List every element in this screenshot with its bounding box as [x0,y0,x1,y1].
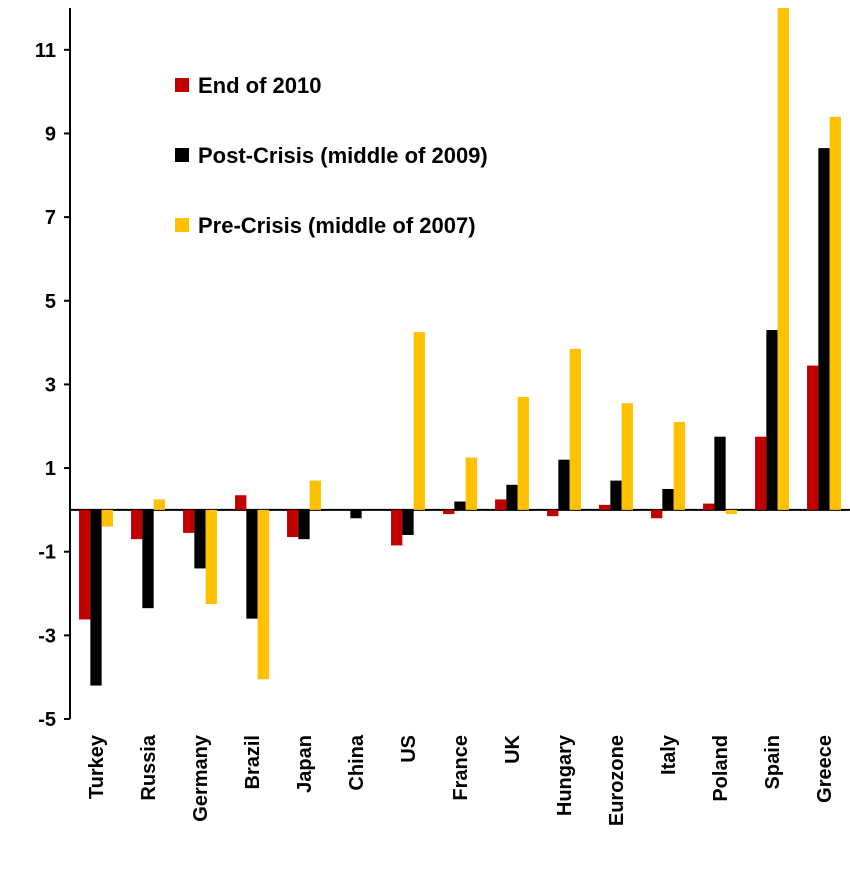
x-tick-label: UK [502,734,524,763]
bar [153,499,165,510]
y-tick-label: 5 [45,291,56,313]
y-tick-label: 9 [45,123,56,145]
x-tick-label: Russia [138,734,160,800]
legend-label: Pre-Crisis (middle of 2007) [198,213,476,238]
bar [610,480,622,510]
bar [235,495,247,510]
x-tick-label: Spain [762,735,784,789]
bar [662,488,674,510]
legend-swatch [175,148,189,162]
y-tick-label: 11 [35,40,56,62]
bar [651,509,663,519]
bar [246,509,258,619]
bar [205,509,217,604]
y-tick-label: -3 [38,625,56,647]
y-tick-label: 1 [45,458,56,480]
bar [818,148,830,510]
bar [454,501,466,510]
y-tick-label: 7 [45,207,56,229]
legend-label: End of 2010 [198,73,321,98]
bar [569,348,581,510]
bar [829,116,841,510]
bar [101,509,113,527]
x-tick-label: Poland [710,735,732,802]
bar [807,365,819,510]
bar [558,459,570,510]
x-tick-label: Japan [294,735,316,793]
x-tick-label: Eurozone [606,735,628,826]
legend-swatch [175,218,189,232]
bar [599,504,611,510]
bar [287,509,299,538]
bar [257,509,269,680]
x-tick-label: China [346,734,368,790]
bar [90,509,102,686]
x-tick-label: Turkey [86,734,108,799]
bar [465,457,477,510]
bar [547,509,559,517]
x-tick-label: Greece [814,735,836,803]
bar [309,480,321,510]
bar [703,503,715,510]
bar [142,509,154,609]
bar [755,436,767,510]
bar [714,436,726,510]
bar [517,396,529,510]
y-tick-label: 3 [45,374,56,396]
bar [725,509,737,515]
bar [194,509,206,569]
x-tick-label: US [398,735,420,763]
bar [777,8,789,510]
bar [79,509,91,620]
bar [402,509,414,535]
bar [298,509,310,540]
x-tick-label: France [450,735,472,801]
bar [183,509,195,533]
bar [673,422,685,510]
y-tick-label: -5 [38,709,56,731]
bar [443,509,455,515]
bar [391,509,403,546]
legend-label: Post-Crisis (middle of 2009) [198,143,488,168]
bar [350,509,362,519]
bar [766,330,778,510]
legend-swatch [175,78,189,92]
x-tick-label: Germany [190,734,212,822]
bar [506,484,518,510]
bar [621,403,633,510]
x-tick-label: Italy [658,734,680,775]
x-tick-label: Hungary [554,734,576,816]
bar [495,499,507,510]
y-tick-label: -1 [38,542,56,564]
bar [131,509,143,540]
x-tick-label: Brazil [242,735,264,789]
bar [413,332,425,510]
